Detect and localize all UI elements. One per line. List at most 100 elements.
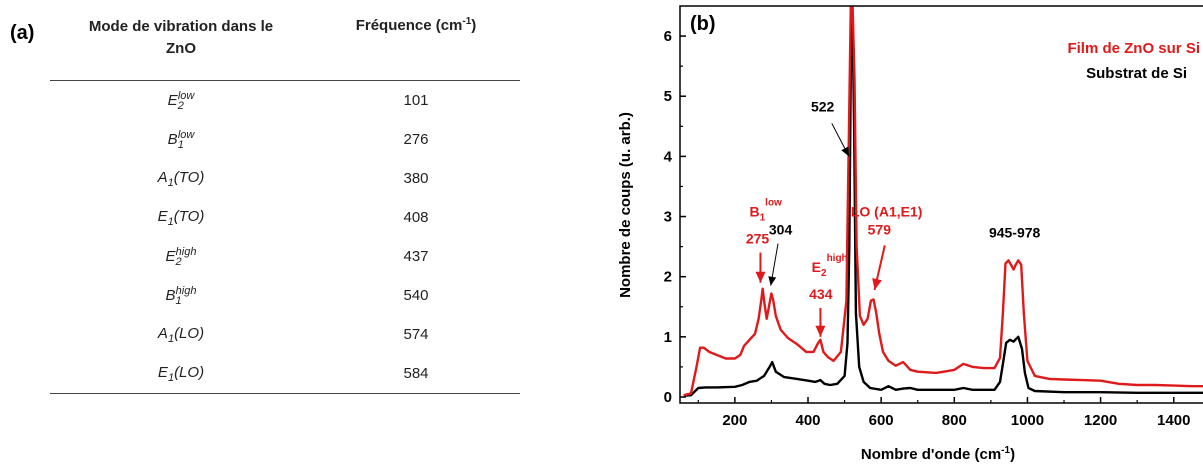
mode-cell: E1(TO) xyxy=(50,198,312,237)
annotation-lo-arrow xyxy=(872,245,886,291)
header-mode-line2: ZnO xyxy=(166,40,196,57)
y-tick-label: 5 xyxy=(664,88,672,105)
mode-cell: E1(LO) xyxy=(50,354,312,394)
y-axis-label: Nombre de coups (u. arb.) xyxy=(617,112,634,298)
annotation-304-arrow xyxy=(768,243,779,286)
annotations: 522 304 945-978 B1 low 275 E2high 434 LO (A1,E1)… xyxy=(746,98,1041,337)
table-header-row: Mode de vibration dans le ZnO Fréquence … xyxy=(50,8,520,81)
frequency-cell: 574 xyxy=(403,326,429,343)
mode-symbol: E xyxy=(157,363,168,381)
mode-subscript: 1 xyxy=(175,294,182,307)
annotation-e2-high-base: E xyxy=(812,259,821,275)
frequency-cell: 380 xyxy=(403,170,429,187)
legend: Film de ZnO sur Si Substrat de Si xyxy=(1067,40,1200,82)
annotation-lo-value: 579 xyxy=(868,222,892,238)
y-tick-label: 4 xyxy=(664,148,673,165)
annotation-e2-arrow-head xyxy=(815,325,826,337)
vibration-mode-table: Mode de vibration dans le ZnO Fréquence … xyxy=(50,8,520,394)
frequency-cell: 584 xyxy=(312,354,520,394)
plot-frame xyxy=(679,5,1203,404)
header-frequency: Fréquence (cm-1) xyxy=(312,8,520,81)
legend-entry-film: Film de ZnO sur Si xyxy=(1067,40,1200,57)
mode-symbol: A xyxy=(157,324,168,342)
annotation-e2-arrow xyxy=(815,307,826,337)
x-tick-label: 400 xyxy=(795,412,820,429)
raman-chart: 200 400 600 800 1000 1200 1400 0 1 2 3 4 5 6 (b) Nomb… xyxy=(600,0,1203,468)
mode-subscript: 1 xyxy=(167,176,174,189)
annotation-b1-arrow-head xyxy=(755,271,766,283)
annotation-b1-arrow xyxy=(755,252,766,283)
annotation-b1-low-base: B xyxy=(749,204,759,220)
annotation-522: 522 xyxy=(811,98,835,114)
mode-subscript: 1 xyxy=(167,371,175,384)
mode-symbol: E xyxy=(167,91,178,109)
table-row: E1(LO) 584 xyxy=(50,354,520,394)
annotation-lo: LO (A1,E1) xyxy=(851,204,923,220)
mode-cell: E2high xyxy=(50,237,312,276)
frequency-cell: 101 xyxy=(403,92,429,109)
x-tick-label: 800 xyxy=(942,412,967,429)
legend-entry-substrate: Substrat de Si xyxy=(1086,65,1187,82)
series-line-1 xyxy=(683,16,1203,397)
annotation-lo-arrow-head xyxy=(872,278,882,290)
x-tick-label: 600 xyxy=(869,412,894,429)
table-row: B1low 276 xyxy=(50,120,520,159)
mode-symbol: B xyxy=(167,130,178,148)
annotation-b1-low: B1 low xyxy=(749,198,782,224)
series-line-0 xyxy=(683,6,1203,397)
mode-symmetry: (TO) xyxy=(173,168,205,186)
header-freq-close: ) xyxy=(471,17,477,34)
header-freq-text: Fréquence (cm xyxy=(355,17,463,34)
mode-symmetry: (LO) xyxy=(174,324,205,342)
x-axis-label-text: Nombre d'onde (cm xyxy=(861,446,1001,463)
annotation-b1-value: 275 xyxy=(746,231,770,247)
annotation-e2-value: 434 xyxy=(809,286,833,302)
annotation-522-arrow xyxy=(831,123,850,157)
annotation-e2-high-sub: 2 xyxy=(821,268,827,279)
table-row: B1high 540 xyxy=(50,276,520,315)
y-tick-label: 6 xyxy=(664,28,672,45)
table-row: A1(TO) 380 xyxy=(50,159,520,198)
y-tick-label: 2 xyxy=(664,269,672,286)
table-row: E2low 101 xyxy=(50,81,520,121)
panel-label-a: (a) xyxy=(10,22,35,44)
mode-symmetry: (TO) xyxy=(173,207,205,225)
header-freq-sup: -1 xyxy=(462,16,472,27)
x-tick-label: 200 xyxy=(722,412,747,429)
x-axis-label: Nombre d'onde (cm-1) xyxy=(861,445,1015,463)
mode-symmetry: (LO) xyxy=(174,363,205,381)
mode-symbol: B xyxy=(165,286,176,304)
mode-symbol: E xyxy=(165,247,176,265)
y-tick-label: 1 xyxy=(664,329,672,346)
table-row: A1(LO) 574 xyxy=(50,315,520,354)
mode-superscript: low xyxy=(177,89,195,102)
mode-symbol: E xyxy=(157,207,168,225)
x-tick-label: 1400 xyxy=(1157,412,1190,429)
mode-superscript: low xyxy=(177,128,195,141)
x-axis-label-close: ) xyxy=(1010,446,1015,463)
mode-cell: A1(LO) xyxy=(50,315,312,354)
mode-subscript: 1 xyxy=(167,332,175,345)
panel-label-b: (b) xyxy=(690,13,716,35)
mode-cell: B1high xyxy=(50,276,312,315)
table-row: E1(TO) 408 xyxy=(50,198,520,237)
mode-cell: A1(TO) xyxy=(50,159,312,198)
frequency-cell: 437 xyxy=(403,248,429,265)
mode-superscript: high xyxy=(175,284,197,297)
annotation-e2-high-sup: high xyxy=(827,253,848,264)
annotation-945-978: 945-978 xyxy=(989,225,1041,241)
annotation-304-arrow-head xyxy=(768,276,777,286)
mode-subscript: 2 xyxy=(175,255,182,268)
frequency-cell: 540 xyxy=(403,287,429,304)
x-tick-label: 1200 xyxy=(1084,412,1117,429)
header-mode: Mode de vibration dans le ZnO xyxy=(50,8,312,81)
mode-cell: E2low xyxy=(50,81,312,121)
y-tick-label: 0 xyxy=(664,389,672,406)
mode-subscript: 1 xyxy=(167,215,174,228)
header-mode-line1: Mode de vibration dans le xyxy=(88,18,274,35)
raman-spectrum-svg: 200 400 600 800 1000 1200 1400 0 1 2 3 4 5 6 (b) Nomb… xyxy=(617,5,1203,463)
mode-cell: B1low xyxy=(50,120,312,159)
mode-superscript: high xyxy=(175,245,197,258)
y-tick-label: 3 xyxy=(664,209,672,226)
frequency-cell: 408 xyxy=(403,209,429,226)
